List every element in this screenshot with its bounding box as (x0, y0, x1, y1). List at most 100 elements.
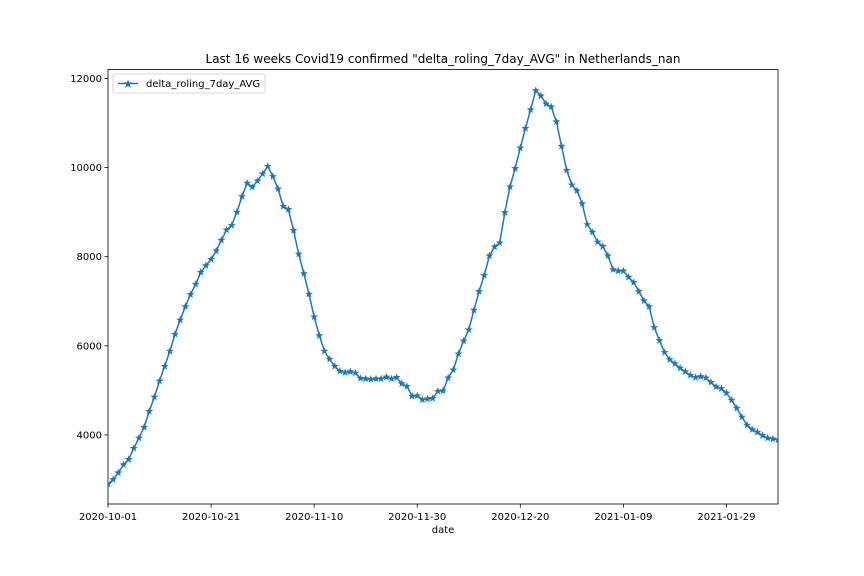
x-tick-label: 2020-10-21 (182, 512, 240, 523)
data-point-star (619, 266, 628, 275)
data-point-star (320, 346, 329, 355)
data-point-star (238, 192, 246, 200)
x-tick-label: 2020-12-20 (491, 512, 549, 523)
y-tick-label: 12000 (70, 74, 102, 85)
data-point-star (696, 372, 705, 380)
data-point-star (645, 302, 654, 310)
data-point-star (258, 169, 267, 178)
y-tick-label: 10000 (70, 163, 102, 174)
data-point-star (413, 391, 422, 400)
data-point-star (418, 395, 427, 404)
data-point-star (469, 305, 478, 314)
data-point-star (495, 238, 504, 247)
data-point-star (588, 227, 597, 236)
data-point-star (289, 226, 298, 234)
data-point-star (119, 460, 128, 469)
data-point-star (603, 251, 612, 260)
data-point-star (567, 180, 576, 189)
data-point-star (707, 378, 715, 386)
data-point-star (547, 102, 556, 111)
data-point-star (129, 444, 138, 452)
data-point-star (629, 278, 638, 286)
data-point-star (681, 367, 690, 376)
data-point-star (109, 475, 118, 483)
data-point-star (722, 388, 731, 397)
legend-box (112, 73, 266, 94)
data-point-star (593, 237, 602, 246)
data-point-star (315, 331, 324, 339)
legend-label: delta_roling_7day_AVG (146, 79, 260, 90)
data-point-star (583, 220, 592, 228)
data-point-star (186, 290, 195, 298)
data-point-star (423, 394, 432, 403)
data-point-star (500, 208, 509, 216)
data-point-star (655, 336, 664, 344)
data-point-star (201, 261, 210, 269)
data-point-star (542, 99, 551, 108)
data-point-star (727, 395, 736, 404)
data-point-star (346, 367, 355, 376)
data-point-star (124, 455, 133, 463)
data-point-star (459, 336, 468, 345)
data-point-star (408, 391, 417, 400)
data-point-star (485, 251, 494, 260)
data-point-star (557, 141, 566, 150)
data-point-star (650, 323, 659, 331)
data-point-star (753, 428, 762, 436)
data-point-star (665, 355, 674, 364)
data-point-star (243, 178, 252, 187)
data-point-star (609, 265, 618, 273)
data-point-star (439, 386, 447, 395)
data-point-star (330, 362, 339, 370)
data-point-star (475, 287, 484, 295)
data-point-star (268, 172, 277, 180)
data-point-star (774, 435, 778, 444)
data-point-star (670, 359, 679, 368)
x-axis: 2020-10-01 2020-10-21 2020-11-10 2020-11-30… (79, 504, 756, 523)
data-point-star (377, 374, 386, 383)
data-point-star (160, 362, 169, 370)
data-point-star (299, 269, 308, 277)
data-point-star (263, 162, 272, 170)
data-point-star (614, 266, 623, 275)
data-point-star (562, 166, 571, 174)
data-point-star (372, 374, 380, 383)
data-point-star (392, 373, 401, 381)
data-point-star (526, 105, 535, 114)
y-tick-label: 6000 (77, 341, 102, 352)
data-point-star (763, 433, 772, 442)
data-point-star (310, 312, 319, 321)
data-point-star (506, 182, 514, 191)
data-point-star (402, 382, 411, 390)
data-point-star (676, 363, 685, 372)
data-point-star (171, 330, 179, 338)
data-point-star (284, 205, 293, 213)
series-delta_roling_7day_AVG (108, 86, 778, 488)
legend-star-marker (123, 79, 133, 88)
data-point-star (145, 407, 154, 415)
data-point-star (748, 425, 757, 433)
data-point-star (165, 346, 174, 355)
data-point-star (768, 434, 777, 443)
data-point-star (444, 373, 453, 382)
data-point-star (717, 384, 726, 392)
data-point-star (387, 374, 396, 383)
data-point-star (207, 255, 216, 263)
x-tick-label: 2020-10-01 (79, 512, 137, 523)
x-tick-label: 2021-01-09 (594, 512, 652, 523)
plot-frame (107, 69, 779, 505)
x-tick-label: 2021-01-29 (697, 512, 755, 523)
data-point-star (743, 420, 752, 429)
data-point-star (490, 242, 499, 251)
data-point-star (433, 387, 442, 395)
x-axis-title: date (432, 525, 455, 536)
legend: delta_roling_7day_AVG (112, 73, 266, 94)
chart-title: Last 16 weeks Covid19 confirmed "delta_r… (206, 52, 681, 66)
data-point-star (325, 354, 334, 363)
data-point-star (598, 242, 607, 250)
data-point-star (521, 124, 530, 132)
data-point-star (217, 235, 226, 244)
data-point-star (366, 375, 375, 383)
